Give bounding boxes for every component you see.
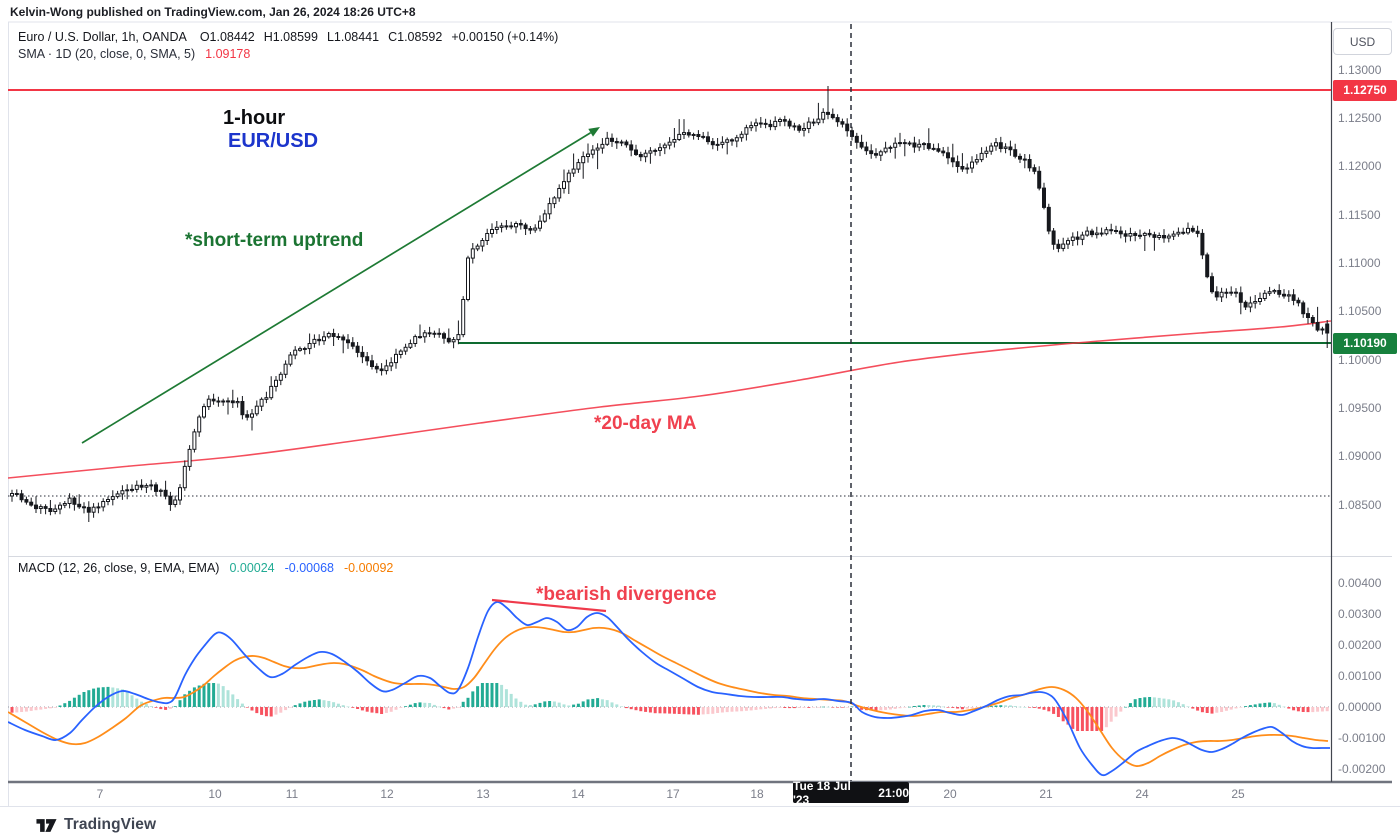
price-axis-label: 1.11500 xyxy=(1338,208,1381,222)
time-axis-label: 12 xyxy=(380,787,394,801)
time-axis-label: 21 xyxy=(1039,787,1053,801)
macd-line-value: -0.00068 xyxy=(284,561,334,575)
currency-toggle-button[interactable]: USD xyxy=(1333,28,1392,55)
macd-legend[interactable]: MACD (12, 26, close, 9, EMA, EMA) 0.0002… xyxy=(18,561,393,575)
macd-axis-label: 0.00100 xyxy=(1338,669,1382,683)
symbol-legend[interactable]: Euro / U.S. Dollar, 1h, OANDA O1.08442 H… xyxy=(18,30,558,44)
price-axis-label: 1.08500 xyxy=(1338,498,1382,512)
ohlc-low: L1.08441 xyxy=(326,30,380,44)
sma-legend-label: SMA · 1D (20, close, 0, SMA, 5) xyxy=(18,47,196,61)
main-pane xyxy=(8,86,1331,522)
ohlc-open: O1.08442 xyxy=(199,30,255,44)
crosshair-time-badge: Tue 18 Jul '23 21:00 xyxy=(793,779,909,807)
uptrend-arrowhead xyxy=(588,127,600,137)
macd-histogram-down-fall xyxy=(15,707,1329,728)
macd-signal-line xyxy=(8,626,1329,767)
price-axis-label: 1.13000 xyxy=(1338,63,1382,77)
price-axis-label: 1.09500 xyxy=(1338,401,1382,415)
macd-histogram-up-fall xyxy=(111,683,1286,708)
macd-hist-value: 0.00024 xyxy=(229,561,275,575)
macd-pane xyxy=(8,598,1331,777)
attribution-text: Kelvin-Wong published on TradingView.com… xyxy=(10,5,416,19)
crosshair-time: 21:00 xyxy=(878,785,909,800)
tradingview-logo[interactable]: TradingView xyxy=(36,816,156,834)
macd-axis-label: 0.00300 xyxy=(1338,607,1382,621)
price-axis-label: 1.09000 xyxy=(1338,449,1382,463)
time-axis-label: 11 xyxy=(285,787,299,801)
time-axis-label: 18 xyxy=(750,787,764,801)
macd-axis-label: 0.00200 xyxy=(1338,638,1382,652)
macd-axis-label: 0.00000 xyxy=(1338,700,1382,714)
uptrend-trendline[interactable] xyxy=(81,132,592,444)
time-axis-label: 20 xyxy=(943,787,957,801)
macd-axis-label: -0.00200 xyxy=(1338,762,1386,776)
sma-legend[interactable]: SMA · 1D (20, close, 0, SMA, 5) 1.09178 xyxy=(18,47,250,61)
price-level-badge: 1.10190 xyxy=(1333,332,1397,354)
price-axis-label: 1.12000 xyxy=(1338,159,1382,173)
price-axis-label: 1.12500 xyxy=(1338,111,1382,125)
annotation-uptrend: *short-term uptrend xyxy=(185,230,364,251)
macd-signal-value: -0.00092 xyxy=(344,561,394,575)
macd-line xyxy=(8,601,1331,777)
macd-histogram-up-grow xyxy=(58,683,1272,708)
time-axis-label: 17 xyxy=(666,787,680,801)
price-axis-label: 1.10500 xyxy=(1338,304,1382,318)
ohlc-high: H1.08599 xyxy=(263,30,318,44)
sma-legend-value: 1.09178 xyxy=(205,47,251,61)
candles-up xyxy=(10,111,1325,513)
ohlc-close: C1.08592 xyxy=(388,30,443,44)
price-axis-label: 1.11000 xyxy=(1338,256,1381,270)
candle-wicks xyxy=(11,86,1328,522)
annotation-timeframe: 1-hour xyxy=(223,107,286,129)
divergence-trendline[interactable] xyxy=(491,598,607,613)
ohlc-change: +0.00150 (+0.14%) xyxy=(451,30,559,44)
annotation-pair: EUR/USD xyxy=(228,130,319,152)
time-axis-label: 14 xyxy=(571,787,585,801)
time-axis-label: 13 xyxy=(476,787,490,801)
symbol-title[interactable]: Euro / U.S. Dollar, 1h, OANDA xyxy=(18,30,187,44)
macd-legend-label: MACD (12, 26, close, 9, EMA, EMA) xyxy=(18,561,220,575)
crosshair-date: Tue 18 Jul '23 xyxy=(793,778,851,807)
time-axis-label: 10 xyxy=(208,787,222,801)
price-axis-label: 1.10000 xyxy=(1338,353,1382,367)
annotation-20day-ma: *20-day MA xyxy=(594,413,697,434)
time-axis-label: 24 xyxy=(1135,787,1149,801)
macd-axis-label: -0.00100 xyxy=(1338,731,1386,745)
time-axis-label: 25 xyxy=(1231,787,1245,801)
sma-20d-line[interactable] xyxy=(8,320,1331,479)
time-axis-label: 7 xyxy=(96,787,104,801)
tradingview-logo-text: TradingView xyxy=(64,816,157,833)
macd-axis-label: 0.00400 xyxy=(1338,576,1382,590)
tradingview-logo-icon xyxy=(36,818,57,832)
price-level-badge: 1.12750 xyxy=(1333,79,1397,101)
annotation-bearish-divergence: *bearish divergence xyxy=(536,584,717,605)
candles-down xyxy=(14,111,1330,513)
